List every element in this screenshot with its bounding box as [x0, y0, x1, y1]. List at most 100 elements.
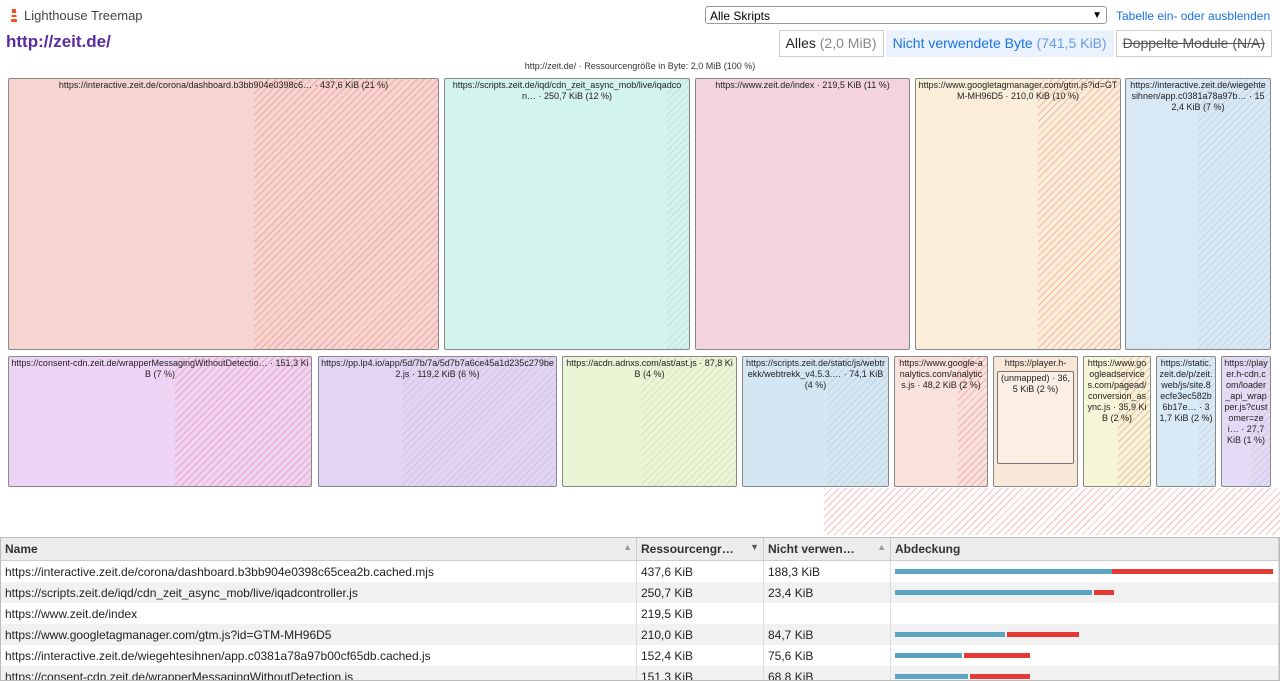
coverage-unused: [1094, 590, 1114, 595]
treemap-node[interactable]: https://scripts.zeit.de/static/js/webtre…: [742, 356, 889, 487]
cell-size: 250,7 KiB: [636, 582, 764, 603]
filter-label: Alles: [785, 35, 816, 51]
cell-unused: 75,6 KiB: [763, 645, 891, 666]
treemap-node-label: https://player.h-: [1004, 358, 1067, 368]
filter-value: (741,5 KiB): [1036, 35, 1107, 51]
column-header-label: Nicht verwen…: [768, 542, 855, 556]
unused-bytes-hatch: [1118, 357, 1150, 486]
table-row[interactable]: https://scripts.zeit.de/iqd/cdn_zeit_asy…: [1, 582, 1279, 603]
coverage-used: [895, 632, 1005, 637]
cell-name: https://interactive.zeit.de/wiegehtesihn…: [1, 645, 637, 666]
treemap-title: http://zeit.de/ · Ressourcengröße in Byt…: [524, 61, 756, 71]
coverage-unused: [1112, 569, 1273, 574]
coverage-bar: [895, 632, 1274, 637]
cell-coverage: [890, 624, 1279, 645]
bundle-select[interactable]: Alle Skripts ▼: [705, 6, 1107, 24]
coverage-bar: [895, 674, 1274, 679]
filter-label: Doppelte Module: [1122, 35, 1229, 51]
cell-size: 210,0 KiB: [636, 624, 764, 645]
table-row[interactable]: https://interactive.zeit.de/corona/dashb…: [1, 560, 1279, 582]
sort-up-icon: ▲: [623, 542, 632, 552]
column-header-name[interactable]: Name ▲: [1, 538, 637, 561]
treemap-node-label: https://interactive.zeit.de/corona/dashb…: [58, 80, 389, 90]
app-header: Lighthouse Treemap: [8, 8, 143, 23]
coverage-unused: [964, 653, 1030, 658]
cell-name: https://www.googletagmanager.com/gtm.js?…: [1, 624, 637, 645]
treemap-subnode-label: (unmapped) · 36,5 KiB (2 %): [1000, 373, 1071, 394]
page-url: http://zeit.de/: [6, 32, 111, 51]
treemap-node[interactable]: https://pp.lp4.io/app/5d/7b/7a/5d7b7a6ce…: [318, 356, 557, 487]
filter-all-button[interactable]: Alles (2,0 MiB): [778, 30, 884, 57]
treemap-node-label: https://scripts.zeit.de/iqd/cdn_zeit_asy…: [452, 80, 682, 101]
column-header-label: Ressourcengr…: [641, 542, 734, 556]
unused-bytes-hatch: [957, 357, 987, 486]
coverage-bar: [895, 590, 1274, 595]
filter-unused-bytes-button[interactable]: Nicht verwendete Byte (741,5 KiB): [885, 30, 1114, 57]
cell-size: 437,6 KiB: [636, 560, 764, 582]
treemap-node[interactable]: https://scripts.zeit.de/iqd/cdn_zeit_asy…: [444, 78, 690, 350]
cell-size: 219,5 KiB: [636, 603, 764, 624]
sort-up-icon: ▲: [877, 542, 886, 552]
cell-size: 152,4 KiB: [636, 645, 764, 666]
coverage-bar: [895, 569, 1274, 574]
treemap-node[interactable]: https://player.h- (unmapped) · 36,5 KiB …: [993, 356, 1078, 487]
treemap-node[interactable]: https://player.h-cdn.com/loader_api_wrap…: [1221, 356, 1271, 487]
unused-bytes-hatch: [1197, 357, 1215, 486]
treemap-node-label: https://consent-cdn.zeit.de/wrapperMessa…: [11, 358, 309, 379]
filter-label: Nicht verwendete Byte: [892, 35, 1033, 51]
cell-unused: 23,4 KiB: [763, 582, 891, 603]
filter-value: (N/A): [1232, 35, 1265, 51]
treemap-node-label: https://www.google-analytics.com/analyti…: [899, 358, 983, 390]
treemap-node[interactable]: https://interactive.zeit.de/corona/dashb…: [8, 78, 439, 350]
treemap-node[interactable]: https://static.zeit.de/p/zeit.web/js/sit…: [1156, 356, 1216, 487]
unused-bytes-hatch: [401, 357, 556, 486]
treemap-node-label: https://www.googleadservices.com/pagead/…: [1087, 358, 1147, 423]
app-title: Lighthouse Treemap: [24, 8, 143, 23]
treemap-node[interactable]: https://www.googletagmanager.com/gtm.js?…: [915, 78, 1121, 350]
sort-down-icon: ▼: [750, 542, 759, 552]
treemap-node[interactable]: https://acdn.adnxs.com/ast/ast.js · 87,8…: [562, 356, 737, 487]
coverage-used: [895, 569, 1112, 574]
column-header-unused[interactable]: Nicht verwen… ▲: [763, 538, 891, 561]
unused-bytes-hatch: [827, 357, 888, 486]
column-header-size[interactable]: Ressourcengr… ▼: [636, 538, 764, 561]
treemap-node[interactable]: https://www.zeit.de/index · 219,5 KiB (1…: [695, 78, 910, 350]
filter-value: (2,0 MiB): [819, 35, 877, 51]
bundle-select-value: Alle Skripts: [710, 9, 771, 23]
chevron-down-icon: ▼: [1092, 10, 1102, 21]
cell-name: https://consent-cdn.zeit.de/wrapperMessa…: [1, 666, 637, 680]
unused-bytes-hatch: [1198, 79, 1270, 349]
cell-unused: [763, 603, 891, 624]
table-row[interactable]: https://consent-cdn.zeit.de/wrapperMessa…: [1, 666, 1279, 680]
filter-duplicate-modules-button[interactable]: Doppelte Module (N/A): [1115, 30, 1272, 57]
cell-coverage: [890, 603, 1279, 624]
treemap-node-label: https://www.zeit.de/index · 219,5 KiB (1…: [715, 80, 890, 90]
unused-bytes-hatch: [1250, 357, 1270, 486]
table-row[interactable]: https://www.googletagmanager.com/gtm.js?…: [1, 624, 1279, 645]
table-row[interactable]: https://www.zeit.de/index 219,5 KiB: [1, 603, 1279, 624]
lighthouse-logo-icon: [8, 8, 20, 23]
column-header-label: Name: [5, 542, 38, 556]
treemap-node[interactable]: https://consent-cdn.zeit.de/wrapperMessa…: [8, 356, 312, 487]
treemap-node[interactable]: https://www.google-analytics.com/analyti…: [894, 356, 988, 487]
view-mode-filters: Alles (2,0 MiB) Nicht verwendete Byte (7…: [777, 30, 1272, 57]
unused-bytes-hatch: [175, 357, 311, 486]
treemap-node[interactable]: https://www.googleadservices.com/pagead/…: [1083, 356, 1151, 487]
cell-unused: 68,8 KiB: [763, 666, 891, 680]
table-row[interactable]: https://interactive.zeit.de/wiegehtesihn…: [1, 645, 1279, 666]
treemap-node-label: https://interactive.zeit.de/wiegehtesihn…: [1130, 80, 1266, 112]
treemap-subnode[interactable]: (unmapped) · 36,5 KiB (2 %): [997, 371, 1074, 464]
unused-bytes-hatch: [640, 357, 736, 486]
coverage-unused: [1007, 632, 1079, 637]
unused-bytes-hatch: [1038, 79, 1120, 349]
treemap-node-label: https://player.h-cdn.com/loader_api_wrap…: [1224, 358, 1268, 445]
treemap-node[interactable]: https://interactive.zeit.de/wiegehtesihn…: [1125, 78, 1271, 350]
cell-name: https://interactive.zeit.de/corona/dashb…: [1, 560, 637, 582]
treemap-node-label: https://static.zeit.de/p/zeit.web/js/sit…: [1159, 358, 1213, 423]
unused-bytes-hatch: [667, 79, 689, 349]
column-header-coverage[interactable]: Abdeckung: [890, 538, 1279, 561]
cell-name: https://scripts.zeit.de/iqd/cdn_zeit_asy…: [1, 582, 637, 603]
unused-bytes-overflow-hatch: [824, 488, 1280, 535]
treemap-node-label: https://pp.lp4.io/app/5d/7b/7a/5d7b7a6ce…: [321, 358, 554, 379]
toggle-table-link[interactable]: Tabelle ein- oder ausblenden: [1116, 9, 1271, 23]
